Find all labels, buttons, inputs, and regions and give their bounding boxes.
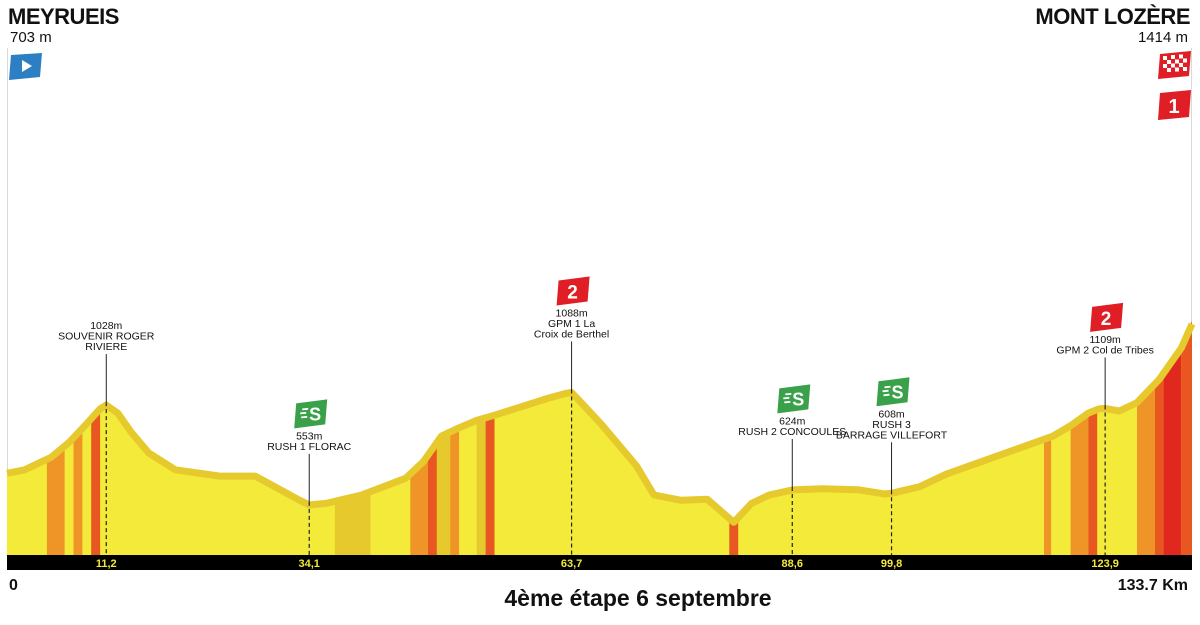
finish-altitude: 1414 m [1137,29,1188,46]
marker-label-line: 1109m [1089,334,1121,346]
marker-label-line: 1088m [556,307,588,319]
finish-town-name: MONT LOZÈRE [1035,4,1190,29]
marker-label-line: RUSH 3 [872,419,911,431]
start-flag-icon [9,53,42,80]
checkered-finish-flag-icon [1158,51,1191,79]
svg-text:S: S [309,404,321,424]
sprint-badge-icon: S [777,384,811,414]
marker-label-line: RIVIERE [85,341,127,353]
profile-ridge-line [6,322,1196,526]
gradient-band-hill [334,321,371,555]
kom-category-text: 2 [1101,309,1112,330]
gradient-band-moderate [1044,321,1052,555]
marker-label-line: 624m [779,415,806,427]
frame-right-border [1191,48,1192,556]
distance-axis-labels: 11,2 34,1 63,7 88,6 99,8 123,9 [96,558,1119,570]
start-town-name: MEYRUEIS [8,4,119,29]
frame-left-border [7,48,8,556]
marker-label-line: 1028m [90,320,122,332]
marker-label-line: GPM 1 La [548,318,595,330]
svg-text:S: S [792,389,804,409]
stage-title: 4ème étape 6 septembre [504,585,772,611]
marker-label-line: SOUVENIR ROGER [58,331,155,343]
marker-label-line: RUSH 1 FLORAC [267,441,351,453]
marker-label-line: 553m [296,430,323,442]
kom-category-badge-icon: 2 [1090,302,1124,332]
sprint-badge-icon: S [876,377,910,407]
gradient-band-hill [476,321,486,555]
svg-text:S: S [891,382,903,402]
gradient-band-moderate [450,321,460,555]
gradient-band-steep [428,321,437,555]
marker-label-line: 608m [878,408,905,420]
gradient-band-moderate [46,321,65,555]
gradient-band-steep [1154,321,1164,555]
distance-tick-label: 34,1 [299,558,320,570]
marker-label-line: GPM 2 Col de Tribes [1056,344,1153,356]
distance-tick-label: 88,6 [782,558,803,570]
start-altitude: 703 m [10,29,52,46]
gradient-band-steep [1181,321,1192,555]
finish-category-badge: 1 [1158,90,1191,120]
distance-axis-band [7,555,1192,570]
distance-start-label: 0 [9,577,18,594]
marker-label-line: BARRAGE VILLEFORT [836,429,948,441]
marker-label-line: Croix de Berthel [534,328,609,340]
distance-tick-label: 63,7 [561,558,582,570]
distance-tick-label: 11,2 [96,558,117,570]
distance-end-label: 133.7 Km [1117,577,1188,594]
gradient-band-very_steep [1163,321,1182,555]
gradient-band-moderate [410,321,428,555]
kom-category-text: 2 [567,283,578,304]
gradient-band-steep [1088,321,1098,555]
gradient-band-steep [91,321,101,555]
distance-tick-label: 123,9 [1091,558,1119,570]
gradient-band-steep [485,321,495,555]
marker-label-line: RUSH 2 CONCOULES [738,426,846,438]
distance-tick-label: 99,8 [881,558,902,570]
kom-category-badge-icon: 2 [556,276,590,306]
profile-area-fill [7,321,1192,555]
finish-category-text: 1 [1168,96,1179,118]
sprint-badge-icon: S [294,399,328,429]
